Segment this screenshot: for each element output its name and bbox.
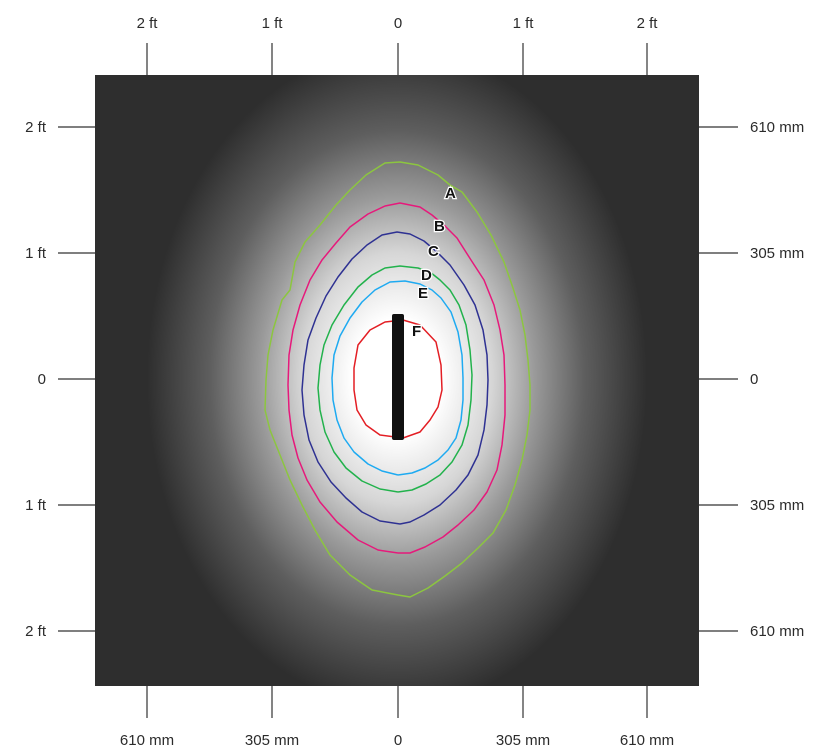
contour-C xyxy=(301,231,489,525)
bottom-tick-label-3: 305 mm xyxy=(496,732,550,749)
contour-label-D: D xyxy=(421,267,432,284)
left-tick-label-3: 1 ft xyxy=(25,497,47,514)
contour-label-E: E xyxy=(418,285,428,302)
right-tick-label-3: 305 mm xyxy=(750,497,804,514)
contour-line-E xyxy=(331,280,464,476)
contour-E xyxy=(331,280,464,476)
contour-label-F: F xyxy=(412,323,421,340)
right-tick-label-0: 610 mm xyxy=(750,119,804,136)
bottom-tick-label-1: 305 mm xyxy=(245,732,299,749)
top-tick-label-0: 2 ft xyxy=(137,15,159,32)
contour-label-C: C xyxy=(428,243,439,260)
contour-line-A xyxy=(264,161,531,598)
contour-label-A: A xyxy=(445,185,456,202)
right-tick-label-4: 610 mm xyxy=(750,623,804,640)
bottom-tick-label-4: 610 mm xyxy=(620,732,674,749)
left-axis: 2 ft 1 ft 0 1 ft 2 ft xyxy=(25,119,95,640)
top-axis: 2 ft 1 ft 0 1 ft 2 ft xyxy=(137,15,659,75)
top-tick-label-4: 2 ft xyxy=(637,15,659,32)
left-tick-label-4: 2 ft xyxy=(25,623,47,640)
bottom-tick-label-0: 610 mm xyxy=(120,732,174,749)
light-fixture xyxy=(392,314,404,440)
right-tick-label-1: 305 mm xyxy=(750,245,804,262)
contour-B xyxy=(287,202,506,554)
contour-line-D xyxy=(317,265,473,493)
left-tick-label-0: 2 ft xyxy=(25,119,47,136)
contour-A xyxy=(264,161,531,598)
top-tick-label-2: 0 xyxy=(394,15,402,32)
left-tick-label-1: 1 ft xyxy=(25,245,47,262)
right-axis: 610 mm 305 mm 0 305 mm 610 mm xyxy=(699,119,804,640)
right-tick-label-2: 0 xyxy=(750,371,758,388)
contour-line-C xyxy=(301,231,489,525)
contour-line-B xyxy=(287,202,506,554)
top-tick-label-3: 1 ft xyxy=(513,15,535,32)
contour-D xyxy=(317,265,473,493)
bottom-axis: 610 mm 305 mm 0 305 mm 610 mm xyxy=(120,686,674,749)
top-tick-label-1: 1 ft xyxy=(262,15,284,32)
bottom-tick-label-2: 0 xyxy=(394,732,402,749)
left-tick-label-2: 0 xyxy=(38,371,46,388)
contour-label-B: B xyxy=(434,218,445,235)
